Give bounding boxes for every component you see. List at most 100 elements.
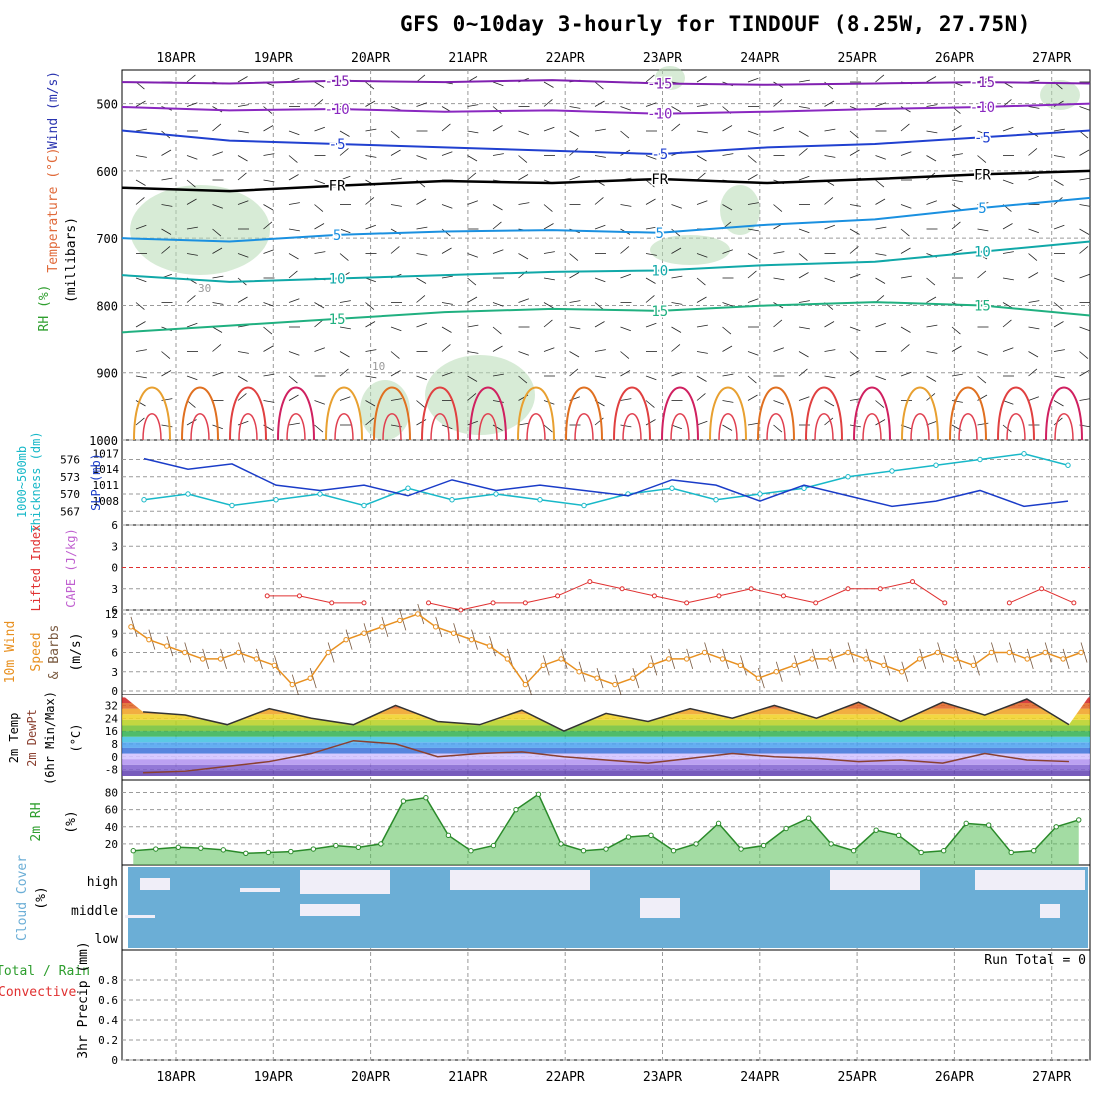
wind-speed-point: [289, 681, 295, 688]
temp-band: [122, 742, 1090, 748]
wind-barb: [288, 394, 299, 401]
wind-barb: [926, 296, 937, 303]
wind-barb: [467, 104, 479, 107]
rh-point: [535, 791, 542, 797]
wind-speed-point: [433, 624, 439, 630]
rh-contour-label: 10: [372, 360, 385, 373]
wind-barb: [569, 106, 581, 109]
wind-barb: [1079, 130, 1089, 139]
li-tick-label: 3: [111, 540, 118, 553]
isotherm-line: [121, 102, 1091, 115]
precip-tick-label: 0.4: [98, 1014, 118, 1027]
temp-contour: [517, 386, 555, 441]
wind-barb: [1028, 79, 1040, 83]
wind-barb: [594, 302, 604, 310]
wind-barb: [212, 151, 223, 156]
wind-barb: [696, 296, 707, 303]
thickness-point: [801, 485, 807, 491]
temp-contour: [805, 386, 843, 441]
wind-barb: [875, 253, 887, 256]
wind-barb: [263, 400, 275, 403]
wind-speed-point: [235, 649, 242, 656]
temperature-axis-label: Temperature (°C): [46, 147, 61, 272]
wind-barb: [1053, 375, 1065, 379]
thickness-point: [581, 502, 587, 509]
wind-barb: [365, 302, 375, 310]
wind-barb: [390, 246, 400, 254]
wind-speed-point: [199, 656, 206, 662]
rh-point: [625, 834, 632, 840]
wind-barb: [671, 123, 681, 132]
wind-barb: [875, 74, 885, 83]
wind-barb-10m: [1080, 642, 1088, 663]
wind-barb: [900, 151, 912, 156]
isotherm-line: [121, 129, 1091, 156]
wind-barb: [135, 128, 147, 132]
wind-barb: [849, 149, 860, 156]
wind-barb: [1053, 400, 1064, 407]
wind-barb-10m: [345, 629, 353, 650]
wind-barb: [671, 106, 682, 113]
wind-barb: [518, 174, 529, 181]
wind-barb: [747, 253, 758, 260]
rh-point: [310, 846, 317, 852]
thickness-point: [317, 491, 323, 497]
thickness-point: [273, 497, 279, 503]
li-point: [684, 600, 690, 606]
temp-contour: [901, 386, 939, 441]
wind-barb: [1079, 149, 1090, 156]
wind-barb-10m: [632, 668, 640, 689]
wind-barb: [671, 326, 682, 333]
cloud-cover-area: [128, 867, 1088, 948]
wind-barb: [543, 302, 554, 309]
date-label-bottom: 19APR: [254, 1070, 293, 1085]
wind-barb: [773, 319, 783, 328]
li-line: [654, 595, 687, 604]
temp-contour: [862, 413, 882, 441]
wind-barb: [1028, 272, 1039, 279]
wind-barb: [824, 128, 836, 132]
wind-barb: [569, 368, 579, 377]
isotherm-label: -10: [970, 100, 995, 116]
wind-barb: [416, 102, 427, 107]
wind-barb: [492, 106, 502, 114]
isotherm-label: -5: [651, 147, 668, 163]
wind-barb: [620, 273, 631, 279]
rh-point: [513, 806, 519, 813]
wind-speed-point: [1078, 649, 1084, 656]
li-point: [264, 593, 270, 599]
wind-speed-point: [558, 656, 564, 662]
wind-barb: [1028, 175, 1039, 181]
wind-barb: [951, 179, 963, 183]
wind-barb: [186, 295, 196, 303]
wind-barb: [492, 125, 503, 132]
wind-barb: [416, 198, 427, 205]
rh-shading: [650, 235, 730, 265]
wind-barb: [237, 296, 248, 303]
wind-barb: [161, 246, 171, 254]
slp-tick-label: 1014: [93, 463, 120, 476]
isotherm-line: [121, 79, 1091, 86]
wind-barb: [441, 371, 453, 377]
wind-barb: [620, 351, 630, 359]
li-point: [587, 579, 593, 585]
precip-tick-label: 0.6: [98, 994, 118, 1007]
temp-contour: [421, 386, 459, 441]
wind-barb: [441, 326, 452, 333]
wind-barb: [237, 253, 249, 258]
wind-barb: [594, 375, 606, 379]
wind-barb: [288, 155, 298, 163]
wind-barb: [696, 420, 708, 426]
wind-barb: [798, 351, 809, 358]
temp-contour: [1045, 386, 1083, 441]
wind-barb: [339, 228, 351, 234]
wind-barb: [849, 228, 860, 235]
temp-contour: [565, 386, 603, 441]
wind-barb: [339, 368, 349, 377]
wind-barb: [390, 326, 402, 332]
wind-barb: [186, 375, 198, 381]
wind-barb: [543, 347, 555, 352]
wind-speed-point: [719, 656, 726, 662]
isotherm-label: 5: [656, 226, 664, 242]
slp-tick-label: 1008: [93, 495, 120, 508]
